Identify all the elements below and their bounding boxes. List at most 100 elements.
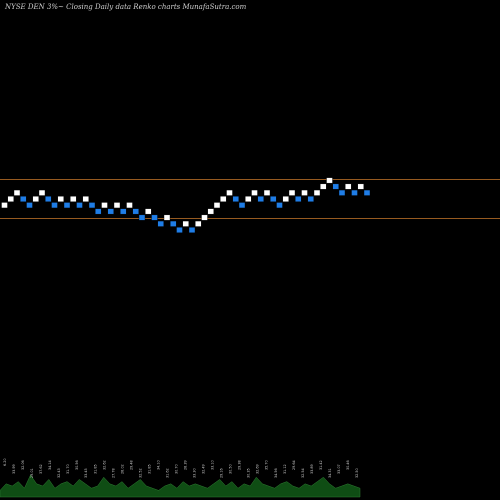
renko-brick-up	[195, 220, 202, 227]
renko-brick-down	[351, 189, 358, 196]
renko-brick-up	[101, 202, 108, 209]
renko-brick-down	[295, 196, 302, 202]
renko-brick-up	[38, 189, 46, 196]
renko-brick-down	[338, 189, 346, 196]
volume-label: 31.70	[66, 464, 70, 474]
renko-brick-up	[113, 202, 121, 209]
renko-brick-up	[207, 208, 214, 215]
renko-brick-up	[288, 189, 296, 196]
volume-label: 29.16	[220, 468, 224, 478]
volume-label: 31.62	[166, 468, 170, 478]
volume-label: 32.49	[202, 464, 206, 474]
volume-label: 31.85	[93, 464, 97, 474]
renko-brick-down	[95, 208, 102, 215]
volume-label: 29.01	[30, 468, 34, 478]
volume-label: 29.48	[129, 460, 133, 470]
volume-label: 28.02	[120, 464, 124, 474]
renko-brick-down	[63, 202, 71, 209]
volume-label: 28.39	[184, 460, 188, 470]
renko-brick-up	[226, 189, 233, 196]
volume-label: 30.46	[346, 460, 350, 470]
volume-label: 30.35	[247, 468, 251, 478]
renko-brick-down	[157, 220, 164, 227]
volume-label: 31.85	[147, 464, 151, 474]
renko-brick-up	[357, 183, 364, 190]
renko-brick-up	[326, 177, 333, 184]
renko-brick-down	[132, 208, 139, 215]
volume-label: 33.07	[337, 464, 341, 474]
volume-label: 32.43	[57, 468, 61, 478]
renko-brick-up	[282, 196, 289, 202]
renko-brick-down	[307, 196, 314, 202]
volume-label: 33.89	[310, 464, 314, 474]
volume-label: 32.50	[355, 468, 359, 478]
volume-label: 30.56	[75, 460, 79, 470]
renko-brick-down	[138, 214, 146, 221]
renko-brick-down	[51, 202, 58, 209]
volume-label: 32.06	[21, 460, 25, 470]
renko-brick-down	[176, 227, 183, 233]
volume-label: 37.62	[39, 464, 43, 474]
volume-label: 31.42	[319, 460, 323, 470]
volume-label: 32.62	[102, 460, 106, 470]
volume-label: 34.31	[328, 468, 332, 478]
renko-brick-down	[232, 196, 239, 202]
volume-label: 33.45	[84, 468, 88, 478]
renko-brick-down	[120, 208, 127, 215]
renko-brick-down	[151, 214, 158, 221]
renko-brick-up	[220, 196, 227, 202]
volume-label: 34.56	[274, 468, 278, 478]
volume-labels: 6.20 33.99 32.06 29.01 37.62 34.14 32.43 31.70 3…	[3, 458, 359, 478]
renko-brick-up	[13, 189, 21, 196]
renko-brick-up	[57, 196, 64, 202]
renko-brick-up	[70, 196, 77, 202]
renko-brick-down	[20, 196, 27, 202]
renko-brick-up	[301, 189, 308, 196]
renko-brick-up	[251, 189, 258, 196]
renko-brick-down	[170, 220, 177, 227]
renko-brick-up	[1, 202, 8, 209]
volume-label: 31.12	[283, 464, 287, 474]
volume-label: 30.70	[175, 464, 179, 474]
volume-label: 34.14	[48, 460, 52, 470]
renko-brick-down	[76, 202, 83, 209]
volume-label: 29.38	[238, 460, 242, 470]
reference-lines	[0, 178, 500, 220]
renko-brick-down	[332, 183, 339, 190]
renko-brick-up	[313, 189, 321, 196]
volume-label: 32.69	[256, 464, 260, 474]
renko-brick-down	[26, 202, 33, 209]
renko-brick-down	[107, 208, 114, 215]
renko-brick-up	[213, 202, 221, 209]
renko-brick-down	[238, 202, 246, 209]
renko-brick-up	[145, 208, 152, 215]
chart-title: NYSE DEN 3%~ Closing Daily data Renko ch…	[4, 3, 247, 11]
renko-brick-up	[7, 196, 14, 202]
volume-panel	[0, 474, 361, 498]
renko-brick-up	[126, 202, 133, 209]
volume-label: 30.50	[229, 464, 233, 474]
volume-label: 27.78	[111, 468, 115, 478]
renko-brick-down	[88, 202, 96, 209]
renko-brick-down	[188, 227, 196, 233]
renko-brick-down	[363, 189, 371, 196]
volume-label: 33.30	[193, 468, 197, 478]
renko-brick-up	[263, 189, 271, 196]
volume-label: 34.10	[156, 460, 160, 470]
volume-label: 6.20	[3, 458, 7, 466]
volume-area	[0, 474, 361, 498]
renko-brick-up	[345, 183, 352, 190]
renko-brick-down	[276, 202, 283, 209]
renko-brick-up	[82, 196, 89, 202]
renko-brick-up	[201, 214, 208, 221]
volume-label: 29.64	[292, 460, 296, 470]
volume-label: 33.99	[12, 464, 16, 474]
renko-brick-up	[320, 183, 327, 190]
volume-label: 32.54	[301, 468, 305, 478]
renko-bricks	[1, 177, 371, 233]
volume-label: 32.52	[138, 468, 142, 478]
renko-brick-down	[270, 196, 277, 202]
renko-brick-up	[245, 196, 252, 202]
